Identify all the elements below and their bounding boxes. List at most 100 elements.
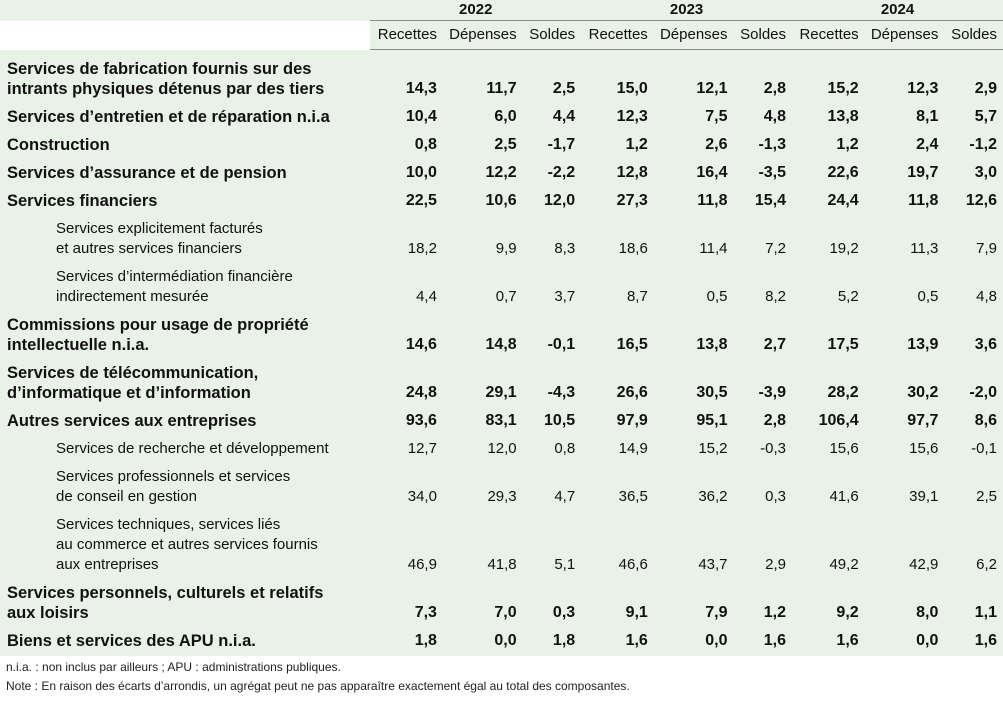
cell-depenses-2022: 9,9 [495,239,517,257]
cell-depenses-2024: 13,9 [907,335,939,353]
row-label: Services professionnels et services de co… [0,459,370,507]
year-2024-header: 2024 [792,0,1003,21]
col-soldes-2023: Soldes [733,20,793,50]
table-row-main: Services de télécommunication, d’informat… [0,355,1003,403]
table-row-sub: Services techniques, services liés au com… [0,507,1003,575]
row-label-line: Biens et services des APU n.i.a. [7,631,256,650]
row-label-line: intellectuelle n.i.a. [7,335,150,354]
cell-soldes-2023: 0,3 [765,487,787,505]
cell-soldes-2022: 5,1 [554,555,576,573]
cell-recettes-2024: 9,2 [836,603,859,621]
cell-recettes-2022: 14,3 [405,79,437,97]
table-row-sub: Services professionnels et services de co… [0,459,1003,507]
cell-depenses-2023: 12,1 [696,79,728,97]
col-depenses-2023: Dépenses [653,20,734,50]
row-label-line: Autres services aux entreprises [7,411,257,430]
cell-soldes-2022: -4,3 [547,383,576,401]
cell-recettes-2022: 12,7 [407,439,437,457]
row-label-line: Services de recherche et développement [56,439,329,457]
cell-soldes-2023: -3,9 [758,383,787,401]
cell-depenses-2023: 7,5 [705,107,728,125]
cell-soldes-2023: 2,8 [763,411,787,429]
cell-soldes-2023: 1,2 [763,603,787,621]
table-row-main: Services de fabrication fournis sur des i… [0,50,1003,99]
row-label: Services d’intermédiation financière indi… [0,259,370,307]
cell-soldes-2023: 2,9 [765,555,787,573]
cell-soldes-2022: 2,5 [552,79,576,97]
row-label-line: Commissions pour usage de propriété [7,315,309,334]
row-label: Services personnels, culturels et relati… [0,575,370,623]
col-recettes-2022: Recettes [370,20,443,50]
row-label-line: intrants physiques détenus par des tiers [7,79,325,98]
row-label-line: au commerce et autres services fournis [56,535,318,553]
cell-recettes-2023: 97,9 [616,411,648,429]
cell-depenses-2022: 0,0 [494,631,517,649]
cell-depenses-2022: 29,1 [485,383,517,401]
cell-recettes-2023: 26,6 [616,383,648,401]
cell-soldes-2022: 12,0 [544,191,576,209]
row-label-line: Construction [7,135,110,154]
cell-depenses-2023: 16,4 [696,163,728,181]
cell-depenses-2023: 15,2 [698,439,728,457]
cell-recettes-2023: 12,3 [616,107,648,125]
cell-recettes-2024: 5,2 [837,287,859,305]
row-label-line: Services d’intermédiation financière [56,267,293,285]
cell-recettes-2022: 24,8 [405,383,437,401]
cell-depenses-2024: 11,3 [910,239,939,257]
cell-recettes-2024: 17,5 [827,335,859,353]
cell-depenses-2023: 13,8 [696,335,728,353]
cell-soldes-2022: 3,7 [554,287,576,305]
cell-depenses-2022: 6,0 [494,107,517,125]
col-soldes-2022: Soldes [522,20,582,50]
row-label: Services explicitement facturés et autres… [0,211,370,259]
row-label: Services de recherche et développement [0,431,370,459]
cell-depenses-2023: 30,5 [696,383,728,401]
cell-depenses-2022: 29,3 [487,487,517,505]
cell-recettes-2022: 22,5 [405,191,437,209]
cell-recettes-2023: 46,6 [618,555,648,573]
cell-depenses-2023: 0,0 [705,631,728,649]
cell-depenses-2024: 39,1 [909,487,939,505]
cell-soldes-2024: -1,2 [969,135,997,153]
abbreviation-note: n.i.a. : non inclus par ailleurs ; APU :… [6,660,341,674]
cell-recettes-2022: 18,2 [407,239,437,257]
cell-soldes-2024: 3,0 [974,163,997,181]
cell-depenses-2024: 0,0 [916,631,939,649]
cell-recettes-2024: 13,8 [827,107,859,125]
cell-depenses-2022: 0,7 [495,287,517,305]
cell-soldes-2022: -0,1 [547,335,576,353]
row-label-line: Services financiers [7,191,158,210]
cell-soldes-2022: 1,8 [552,631,576,649]
cell-soldes-2024: 6,2 [976,555,997,573]
cell-depenses-2022: 10,6 [485,191,517,209]
cell-depenses-2022: 83,1 [485,411,517,429]
cell-depenses-2024: 8,1 [916,107,939,125]
table-row-sub: Services explicitement facturés et autres… [0,211,1003,259]
row-label-line: Services d’entretien et de réparation n.… [7,107,330,126]
row-label-line: Services techniques, services liés [56,515,281,533]
cell-recettes-2022: 10,4 [405,107,437,125]
cell-recettes-2023: 12,8 [616,163,648,181]
col-soldes-2024: Soldes [944,20,1003,50]
row-label: Services techniques, services liés au com… [0,507,370,575]
cell-depenses-2022: 14,8 [485,335,517,353]
cell-recettes-2024: 49,2 [829,555,859,573]
col-depenses-2022: Dépenses [442,20,523,50]
cell-depenses-2023: 0,5 [706,287,728,305]
cell-soldes-2022: 4,7 [554,487,576,505]
cell-recettes-2023: 27,3 [616,191,648,209]
row-label: Biens et services des APU n.i.a. [0,623,370,651]
cell-soldes-2024: 7,9 [976,239,997,257]
table-row-sub: Services d’intermédiation financière indi… [0,259,1003,307]
row-label-line: de conseil en gestion [56,487,197,505]
column-header-row: Recettes Dépenses Soldes Recettes Dépens… [0,20,1003,50]
cell-recettes-2022: 93,6 [405,411,437,429]
table-background [0,0,1003,656]
cell-recettes-2022: 1,8 [414,631,437,649]
cell-depenses-2024: 8,0 [916,603,939,621]
year-2023-header: 2023 [581,0,793,21]
cell-recettes-2023: 16,5 [616,335,648,353]
cell-recettes-2024: 1,6 [836,631,859,649]
cell-depenses-2024: 0,5 [917,287,939,305]
table-notes: n.i.a. : non inclus par ailleurs ; APU :… [6,658,996,696]
